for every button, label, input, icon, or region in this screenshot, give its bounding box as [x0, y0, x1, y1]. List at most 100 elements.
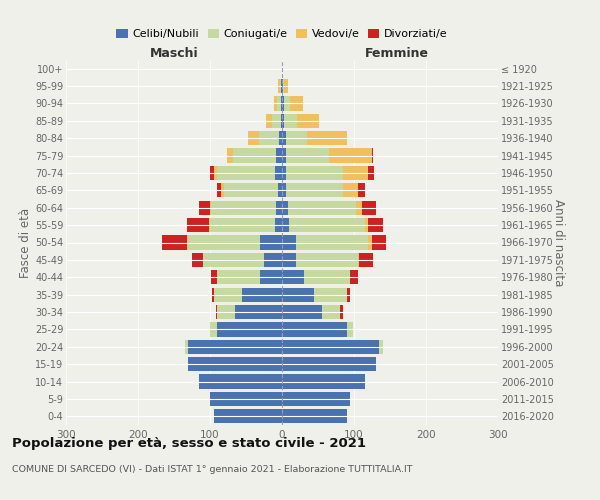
Bar — [210, 322, 217, 336]
Bar — [368, 166, 374, 180]
Bar — [260, 236, 282, 250]
Bar — [275, 218, 282, 232]
Bar — [209, 218, 210, 232]
Bar — [372, 236, 386, 250]
Bar — [282, 409, 347, 424]
Legend: Celibi/Nubili, Coniugati/e, Vedovi/e, Divorziati/e: Celibi/Nubili, Coniugati/e, Vedovi/e, Di… — [112, 24, 452, 44]
Bar — [185, 340, 188, 354]
Bar — [282, 322, 347, 336]
Bar — [242, 288, 282, 302]
Bar — [347, 322, 353, 336]
Bar — [284, 79, 288, 93]
Bar — [282, 288, 314, 302]
Bar — [187, 236, 188, 250]
Bar — [290, 96, 303, 110]
Bar — [276, 200, 282, 215]
Bar — [359, 253, 373, 267]
Bar — [282, 305, 322, 319]
Bar — [282, 166, 286, 180]
Bar — [214, 409, 282, 424]
Bar — [358, 183, 365, 198]
Bar — [227, 148, 233, 162]
Y-axis label: Fasce di età: Fasce di età — [19, 208, 32, 278]
Bar — [187, 218, 209, 232]
Bar — [211, 200, 276, 215]
Bar — [282, 183, 286, 198]
Bar — [297, 114, 319, 128]
Bar — [365, 218, 368, 232]
Bar — [210, 200, 211, 215]
Bar — [282, 96, 284, 110]
Bar — [260, 270, 282, 284]
Bar — [210, 166, 214, 180]
Bar — [264, 253, 282, 267]
Text: COMUNE DI SARCEDO (VI) - Dati ISTAT 1° gennaio 2021 - Elaborazione TUTTITALIA.IT: COMUNE DI SARCEDO (VI) - Dati ISTAT 1° g… — [12, 466, 413, 474]
Bar — [296, 253, 358, 267]
Bar — [288, 200, 356, 215]
Bar — [282, 79, 283, 93]
Bar — [356, 200, 362, 215]
Bar — [217, 166, 275, 180]
Bar — [214, 166, 217, 180]
Bar — [210, 392, 282, 406]
Bar — [281, 96, 282, 110]
Bar — [278, 183, 282, 198]
Bar — [282, 218, 289, 232]
Bar — [280, 79, 281, 93]
Bar — [307, 131, 347, 146]
Bar — [192, 253, 203, 267]
Text: Popolazione per età, sesso e stato civile - 2021: Popolazione per età, sesso e stato civil… — [12, 438, 366, 450]
Bar — [217, 270, 260, 284]
Bar — [188, 357, 282, 372]
Bar — [368, 218, 383, 232]
Bar — [282, 392, 350, 406]
Bar — [199, 374, 282, 388]
Bar — [188, 340, 282, 354]
Bar — [279, 131, 282, 146]
Bar — [274, 96, 277, 110]
Bar — [296, 236, 368, 250]
Bar — [266, 114, 272, 128]
Bar — [347, 288, 350, 302]
Y-axis label: Anni di nascita: Anni di nascita — [552, 199, 565, 286]
Bar — [282, 200, 288, 215]
Bar — [277, 96, 281, 110]
Bar — [162, 236, 187, 250]
Bar — [281, 79, 282, 93]
Bar — [282, 131, 286, 146]
Bar — [259, 131, 279, 146]
Bar — [286, 166, 343, 180]
Bar — [188, 236, 260, 250]
Bar — [322, 305, 340, 319]
Bar — [282, 340, 379, 354]
Bar — [343, 183, 358, 198]
Bar — [284, 114, 297, 128]
Bar — [282, 253, 296, 267]
Bar — [358, 253, 359, 267]
Bar — [289, 218, 365, 232]
Bar — [248, 131, 259, 146]
Bar — [203, 253, 264, 267]
Bar — [275, 166, 282, 180]
Bar — [210, 218, 275, 232]
Bar — [214, 288, 242, 302]
Bar — [286, 148, 329, 162]
Bar — [272, 114, 281, 128]
Bar — [217, 322, 282, 336]
Bar — [282, 148, 286, 162]
Bar — [217, 183, 221, 198]
Bar — [282, 270, 304, 284]
Bar — [286, 183, 343, 198]
Bar — [282, 236, 296, 250]
Bar — [284, 96, 290, 110]
Bar — [362, 200, 376, 215]
Bar — [224, 183, 278, 198]
Bar — [233, 148, 276, 162]
Bar — [350, 270, 358, 284]
Bar — [276, 148, 282, 162]
Bar — [329, 148, 372, 162]
Bar — [282, 357, 376, 372]
Bar — [199, 200, 210, 215]
Bar — [211, 270, 217, 284]
Bar — [278, 79, 280, 93]
